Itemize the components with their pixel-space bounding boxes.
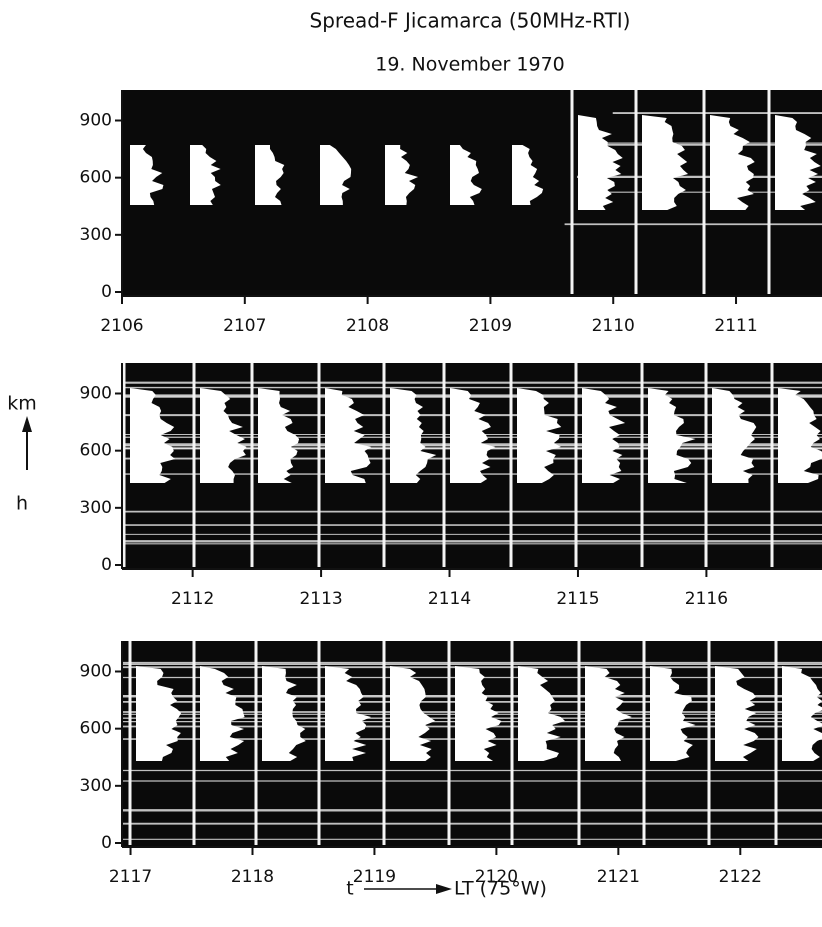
y-tick-label: 300 xyxy=(80,225,112,245)
echo-blob xyxy=(390,666,436,761)
y-axis-label: km xyxy=(7,393,37,415)
echo-blob xyxy=(782,666,822,761)
x-tick-label: 2111 xyxy=(714,316,757,336)
echo-blob xyxy=(517,388,562,483)
chart-subtitle: 19. November 1970 xyxy=(375,54,565,76)
x-tick-label: 2117 xyxy=(109,867,152,887)
echo-blob xyxy=(200,666,245,761)
echo-blob xyxy=(585,666,632,761)
x-tick-label: 2118 xyxy=(231,867,274,887)
x-tick-label: 2120 xyxy=(475,867,518,887)
echo-blob xyxy=(712,388,757,483)
x-tick-label: 2122 xyxy=(719,867,762,887)
x-tick-label: 2114 xyxy=(428,589,471,609)
echo-blob xyxy=(512,145,544,205)
x-tick-label: 2112 xyxy=(171,589,214,609)
y-arrow-head xyxy=(22,416,32,432)
x-tick-label: 2115 xyxy=(556,589,599,609)
chart-title: Spread-F Jicamarca (50MHz-RTI) xyxy=(310,9,631,33)
y-tick-label: 0 xyxy=(101,282,112,302)
x-tick-label: 2113 xyxy=(299,589,342,609)
x-tick-label: 2106 xyxy=(100,316,143,336)
echo-blob xyxy=(385,145,419,205)
echo-blob xyxy=(450,145,482,205)
y-tick-label: 600 xyxy=(80,441,112,461)
y-tick-label: 0 xyxy=(101,555,112,575)
x-tick-label: 2116 xyxy=(685,589,728,609)
echo-blob xyxy=(710,115,755,210)
echo-blob xyxy=(578,115,623,210)
y-tick-label: 300 xyxy=(80,498,112,518)
echo-blob xyxy=(130,145,164,205)
echo-blob xyxy=(258,388,300,483)
x-tick-label: 2109 xyxy=(469,316,512,336)
echo-blob xyxy=(518,666,565,761)
echo-blob xyxy=(775,115,821,210)
echo-blob xyxy=(650,666,696,761)
y-tick-label: 300 xyxy=(80,776,112,796)
y-tick-label: 900 xyxy=(80,110,112,130)
echo-blob xyxy=(255,145,285,205)
echo-blob xyxy=(200,388,247,483)
echo-blob xyxy=(715,666,759,761)
x-tick-label: 2108 xyxy=(346,316,389,336)
y-tick-label: 900 xyxy=(80,383,112,403)
echo-blob xyxy=(136,666,182,761)
echo-blob xyxy=(455,666,502,761)
echo-blob xyxy=(190,145,221,205)
y-arrow-label: h xyxy=(16,493,28,515)
echo-blob xyxy=(130,388,176,483)
x-arrow-head xyxy=(436,884,452,894)
echo-blob xyxy=(262,666,306,761)
echo-blob xyxy=(582,388,626,483)
y-tick-label: 600 xyxy=(80,719,112,739)
echo-blob xyxy=(642,115,689,210)
x-arrow-label: t xyxy=(346,878,353,900)
x-tick-label: 2119 xyxy=(353,867,396,887)
x-tick-label: 2107 xyxy=(223,316,266,336)
y-tick-label: 900 xyxy=(80,661,112,681)
echo-blob xyxy=(390,388,437,483)
echo-blob xyxy=(778,388,822,483)
echo-blob xyxy=(450,388,496,483)
echo-blob xyxy=(648,388,696,483)
y-tick-label: 0 xyxy=(101,833,112,853)
x-tick-label: 2110 xyxy=(592,316,635,336)
echo-blob xyxy=(325,388,372,483)
echo-blob xyxy=(320,145,352,205)
x-tick-label: 2121 xyxy=(597,867,640,887)
echo-blob xyxy=(325,666,372,761)
y-tick-label: 600 xyxy=(80,168,112,188)
x-axis-label: LT (75°W) xyxy=(454,878,547,900)
